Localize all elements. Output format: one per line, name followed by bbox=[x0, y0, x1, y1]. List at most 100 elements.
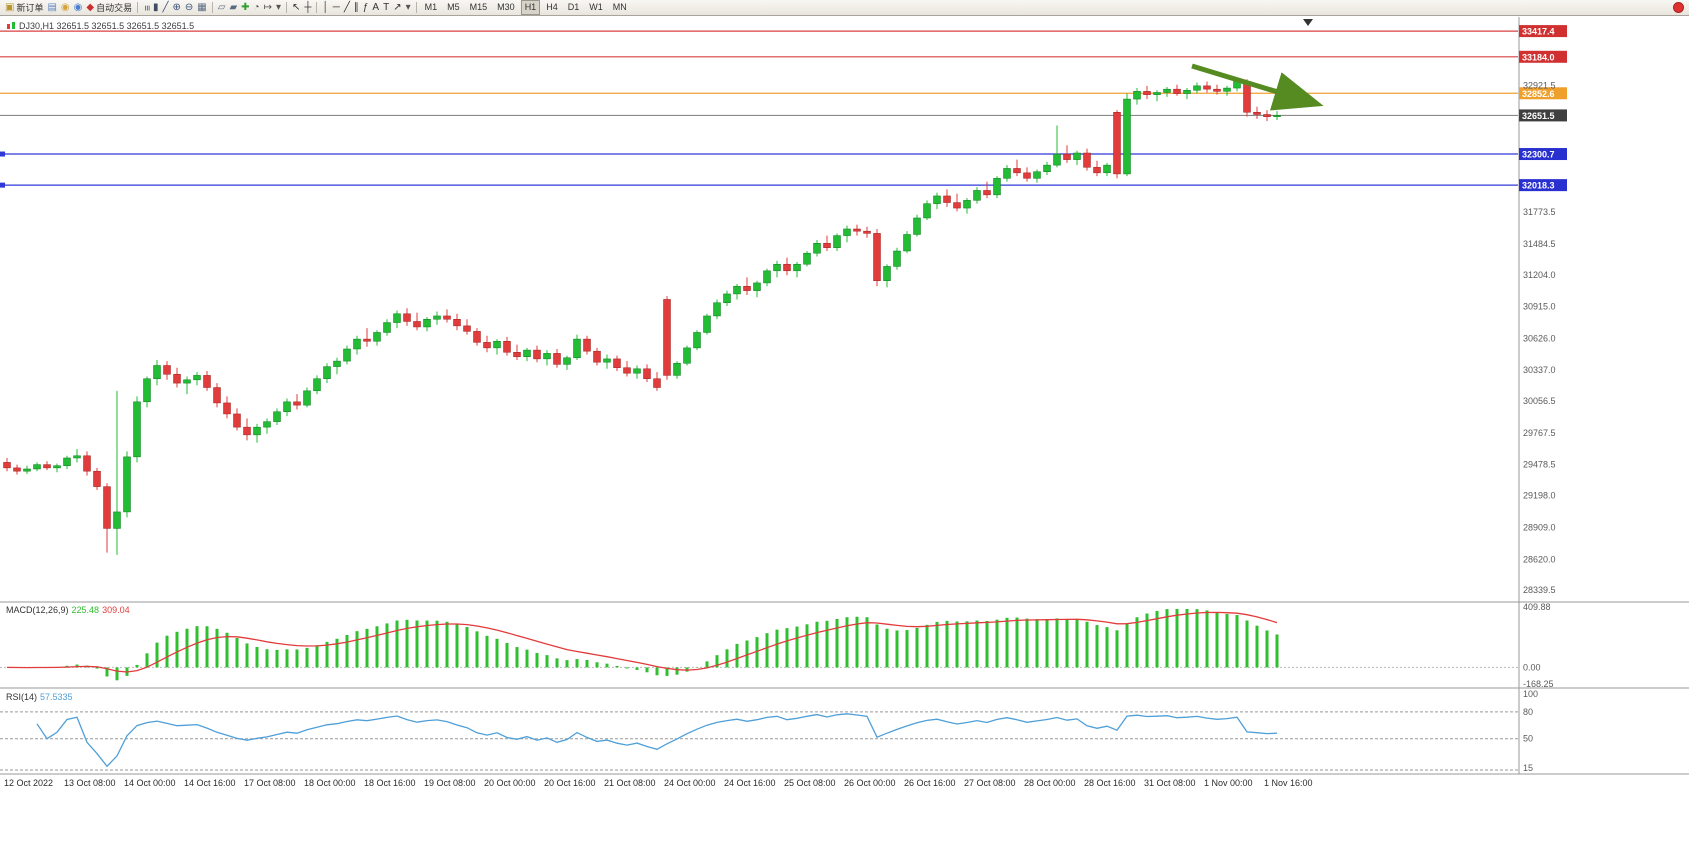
arrange-windows-button[interactable]: ▱ bbox=[216, 1, 228, 15]
fibonacci-button[interactable]: ƒ bbox=[361, 1, 371, 15]
time-axis-label: 24 Oct 16:00 bbox=[724, 778, 776, 788]
templates-dropdown[interactable]: ▾ bbox=[274, 1, 283, 15]
candle bbox=[493, 341, 501, 349]
arrows-button[interactable]: ↗ bbox=[391, 1, 403, 15]
label-button[interactable]: T bbox=[381, 1, 391, 15]
candle bbox=[293, 401, 301, 406]
time-axis-label: 21 Oct 08:00 bbox=[604, 778, 656, 788]
cursor-button[interactable]: ↖ bbox=[290, 1, 302, 15]
timeframe-d1[interactable]: D1 bbox=[567, 2, 580, 12]
vertical-line-button[interactable]: │ bbox=[320, 1, 330, 15]
chart-window-button[interactable]: ▤ bbox=[45, 1, 58, 15]
price-tick-label: 29478.5 bbox=[1523, 460, 1556, 470]
candle bbox=[1093, 167, 1101, 174]
candle bbox=[233, 413, 241, 428]
time-axis-label: 13 Oct 08:00 bbox=[64, 778, 116, 788]
line-handle[interactable] bbox=[0, 151, 5, 157]
community-button[interactable]: ◉ bbox=[72, 1, 85, 15]
price-levels-layer: 33417.4 33184.0 32852.6 32651.5 32300.7 32018… bbox=[0, 25, 1567, 192]
text-button[interactable]: A bbox=[370, 1, 381, 15]
line-handle[interactable] bbox=[0, 182, 5, 188]
candle bbox=[1183, 90, 1191, 94]
shapes-dropdown-icon: ▾ bbox=[405, 1, 411, 13]
cascade-windows-button-icon: ▰ bbox=[229, 1, 238, 13]
axis-layer: 32921.5 31773.5 31484.5 31204.0 30915.0 30626… bbox=[4, 81, 1556, 788]
candle bbox=[563, 357, 571, 365]
cascade-windows-button[interactable]: ▰ bbox=[227, 1, 239, 15]
candle bbox=[773, 263, 781, 272]
bars-chart-button-icon: ≡ bbox=[141, 4, 153, 11]
templates-dropdown-icon: ▾ bbox=[275, 1, 281, 13]
toolbar-separator bbox=[211, 2, 213, 13]
notifications-icon[interactable] bbox=[1673, 2, 1684, 13]
period-clock-button[interactable]: ◔ bbox=[252, 1, 262, 15]
tile-windows-button[interactable]: ▦ bbox=[195, 1, 208, 15]
candle bbox=[483, 342, 491, 349]
crosshair-button-icon: ┼ bbox=[304, 1, 312, 13]
candle bbox=[73, 455, 81, 459]
price-badge-label: 32651.5 bbox=[1522, 111, 1555, 121]
trendline-button-icon: ╱ bbox=[343, 1, 350, 13]
horizontal-line-button[interactable]: ─ bbox=[331, 1, 342, 15]
channel-button[interactable]: ∥ bbox=[352, 1, 361, 15]
alerts-button-icon: ◉ bbox=[60, 1, 70, 13]
new-order-button[interactable]: ▣ 新订单 bbox=[3, 1, 45, 15]
autotrading-button[interactable]: ◆ 自动交易 bbox=[84, 1, 134, 15]
bars-chart-button[interactable]: ≡ bbox=[141, 1, 153, 15]
candlestick-chart-button[interactable]: ▮ bbox=[151, 1, 161, 15]
candle bbox=[253, 426, 261, 436]
candle bbox=[713, 302, 721, 317]
zoom-in-button[interactable]: ⊕ bbox=[171, 1, 183, 15]
candle bbox=[913, 217, 921, 235]
candle bbox=[1213, 88, 1221, 92]
symbol-ohlc-text: DJ30,H1 32651.5 32651.5 32651.5 32651.5 bbox=[19, 21, 195, 31]
price-tick-label: 28909.0 bbox=[1523, 522, 1556, 532]
candle bbox=[1273, 115, 1281, 117]
timeframe-h4[interactable]: H4 bbox=[546, 2, 558, 12]
timeframe-m1[interactable]: M1 bbox=[424, 2, 438, 12]
price-tick-label: 30056.5 bbox=[1523, 396, 1556, 406]
label-button-icon: T bbox=[383, 1, 390, 13]
timeframe-m15[interactable]: M15 bbox=[469, 2, 488, 12]
timeframe-m30[interactable]: M30 bbox=[497, 2, 515, 12]
price-tick-label: 28339.5 bbox=[1523, 585, 1556, 595]
candle bbox=[803, 252, 811, 265]
candlestick-chart-button-icon: ▮ bbox=[152, 1, 159, 13]
trendline-button[interactable]: ╱ bbox=[342, 1, 352, 15]
candle bbox=[1153, 92, 1161, 95]
candle bbox=[1223, 87, 1231, 92]
candle bbox=[403, 313, 411, 322]
candle bbox=[1173, 88, 1181, 94]
chart-area[interactable]: 33417.4 33184.0 32852.6 32651.5 32300.7 32018… bbox=[0, 17, 1689, 855]
chart-shift-button[interactable]: ↦ bbox=[262, 1, 274, 15]
time-axis-label: 17 Oct 08:00 bbox=[244, 778, 296, 788]
channel-button-icon: ∥ bbox=[353, 1, 359, 13]
add-indicator-button[interactable]: ✚ bbox=[239, 1, 251, 15]
timeframe-m5[interactable]: M5 bbox=[447, 2, 460, 12]
zoom-out-button[interactable]: ⊖ bbox=[183, 1, 195, 15]
trend-arrow-annotation[interactable] bbox=[1191, 63, 1324, 111]
alerts-button[interactable]: ◉ bbox=[59, 1, 72, 15]
candle bbox=[693, 332, 701, 349]
candle bbox=[1053, 153, 1061, 166]
candle bbox=[903, 234, 911, 252]
candle bbox=[423, 319, 431, 328]
timeframe-w1[interactable]: W1 bbox=[589, 2, 603, 12]
price-tick-label: 29767.5 bbox=[1523, 428, 1556, 438]
price-badge-33417.4 bbox=[1519, 25, 1567, 38]
annotation-layer bbox=[1191, 19, 1324, 111]
timeframe-mn[interactable]: MN bbox=[612, 2, 627, 12]
chart-shift-marker bbox=[1303, 19, 1313, 26]
crosshair-button[interactable]: ┼ bbox=[302, 1, 313, 15]
timeframe-h1[interactable]: H1 bbox=[520, 0, 541, 15]
price-badge-32018.3 bbox=[1519, 179, 1567, 192]
autotrading-button-icon: ◆ bbox=[86, 1, 95, 13]
chart-window-button-icon: ▤ bbox=[47, 1, 57, 13]
macd-axis-label: -168.25 bbox=[1523, 679, 1554, 689]
line-chart-button[interactable]: ╱ bbox=[160, 1, 170, 15]
time-axis-label: 20 Oct 00:00 bbox=[484, 778, 536, 788]
shapes-dropdown[interactable]: ▾ bbox=[404, 1, 413, 15]
time-axis-label: 18 Oct 00:00 bbox=[304, 778, 356, 788]
price-chart-canvas[interactable]: 33417.4 33184.0 32852.6 32651.5 32300.7 32018… bbox=[0, 17, 1689, 855]
candle bbox=[33, 464, 41, 470]
